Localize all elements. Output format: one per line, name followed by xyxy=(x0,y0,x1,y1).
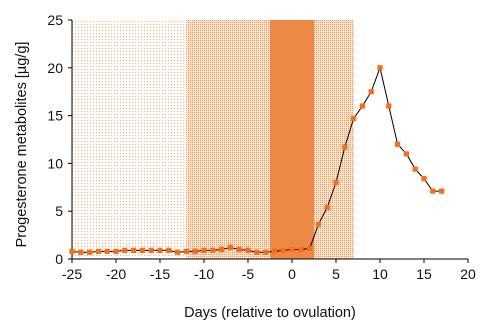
data-point xyxy=(421,176,427,182)
data-point xyxy=(87,249,93,255)
data-point xyxy=(227,244,233,251)
data-point xyxy=(280,247,286,253)
data-point xyxy=(359,103,365,109)
x-tick-label: -20 xyxy=(106,266,126,282)
data-point xyxy=(307,245,313,252)
data-point xyxy=(386,103,392,109)
data-point xyxy=(104,248,110,254)
data-point xyxy=(122,247,128,253)
data-point xyxy=(210,247,216,253)
x-tick-label: 10 xyxy=(372,266,388,282)
data-point xyxy=(192,248,198,254)
data-point xyxy=(131,247,137,253)
y-tick-label: 20 xyxy=(47,60,63,76)
data-point xyxy=(95,248,101,254)
data-point xyxy=(298,246,304,253)
data-point xyxy=(166,247,172,253)
series-progesterone xyxy=(69,65,445,255)
data-point xyxy=(351,115,357,122)
x-axis-title: Days (relative to ovulation) xyxy=(184,305,356,321)
data-point xyxy=(245,247,251,253)
y-tick-label: 25 xyxy=(47,12,63,28)
y-axis-title: Progesterone metabolites [µg/g] xyxy=(14,42,30,248)
data-point xyxy=(78,249,84,255)
data-point xyxy=(342,144,348,150)
x-tick-label: -5 xyxy=(242,266,255,282)
y-tick-label: 10 xyxy=(47,155,63,171)
data-point xyxy=(236,246,242,253)
data-point xyxy=(148,247,154,253)
data-point xyxy=(139,247,145,253)
y-tick-label: 15 xyxy=(47,108,63,124)
data-point xyxy=(254,249,260,255)
data-point xyxy=(377,65,383,71)
shaded-region-3 xyxy=(270,20,314,259)
tick-labels: 0 5 10 15 20 25 -25 -20 -15 -10 -5 0 5 10 15 20 xyxy=(47,12,476,282)
data-point xyxy=(157,247,163,253)
data-point xyxy=(430,188,436,194)
data-point xyxy=(263,249,269,255)
x-tick-label: 0 xyxy=(288,266,296,282)
x-tick-label: -15 xyxy=(150,266,170,282)
data-point xyxy=(315,221,321,228)
data-point xyxy=(368,89,374,95)
data-point xyxy=(201,247,207,253)
data-point xyxy=(271,248,277,254)
data-point xyxy=(412,166,418,172)
y-tick-label: 5 xyxy=(55,203,63,219)
y-tick-label: 0 xyxy=(55,251,63,267)
tick-marks xyxy=(68,19,469,263)
x-tick-label: 15 xyxy=(416,266,432,282)
data-point xyxy=(289,246,295,253)
data-point xyxy=(324,204,330,210)
data-point xyxy=(175,249,181,255)
data-point xyxy=(69,248,75,254)
x-tick-label: 20 xyxy=(460,266,476,282)
data-point xyxy=(395,141,401,147)
shaded-regions xyxy=(72,20,354,259)
data-point xyxy=(219,246,225,253)
data-point xyxy=(439,188,445,194)
x-tick-label: -25 xyxy=(62,266,82,282)
data-point xyxy=(113,248,119,254)
data-point xyxy=(403,151,409,157)
x-tick-label: -10 xyxy=(194,266,214,282)
axes xyxy=(71,20,468,260)
data-point xyxy=(183,248,189,254)
x-tick-label: 5 xyxy=(332,266,340,282)
data-point xyxy=(333,179,339,186)
